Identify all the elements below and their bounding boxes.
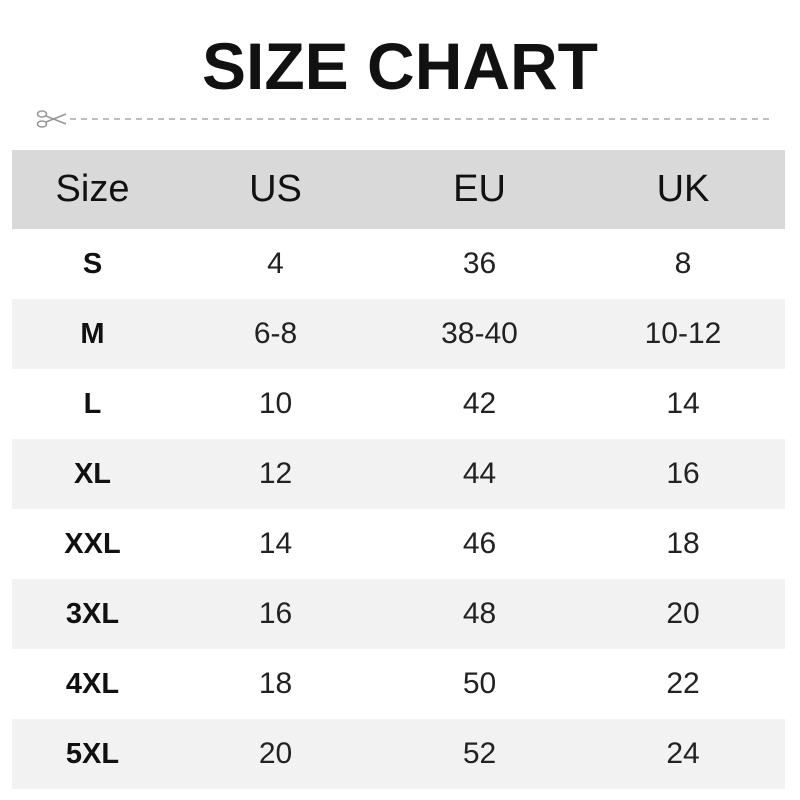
header-eu: EU bbox=[453, 168, 506, 210]
size-table: Size US EU UK S 4 36 8 M 6-8 38-40 10-12 L 10 42 14… bbox=[12, 150, 785, 789]
cell-eu: 50 bbox=[462, 667, 497, 700]
cell-uk: 16 bbox=[666, 457, 700, 490]
cell-size: 4XL bbox=[65, 667, 120, 700]
cell-eu: 36 bbox=[462, 247, 497, 280]
cell-eu: 38-40 bbox=[441, 317, 518, 350]
table-row: L 10 42 14 bbox=[12, 369, 785, 439]
cell-us: 16 bbox=[258, 597, 293, 630]
cell-us: 6-8 bbox=[253, 317, 298, 350]
cell-size: S bbox=[82, 247, 103, 280]
cell-uk: 20 bbox=[666, 597, 700, 630]
cell-eu: 48 bbox=[462, 597, 497, 630]
cell-us: 20 bbox=[258, 737, 293, 770]
cell-size: 5XL bbox=[65, 737, 120, 770]
cell-uk: 8 bbox=[674, 247, 692, 280]
page-title: SIZE CHART bbox=[202, 29, 598, 103]
cell-eu: 44 bbox=[462, 457, 497, 490]
cell-us: 14 bbox=[258, 527, 293, 560]
cut-line bbox=[36, 110, 769, 128]
cell-us: 12 bbox=[258, 457, 293, 490]
cell-us: 4 bbox=[267, 247, 284, 280]
header-uk: UK bbox=[656, 168, 710, 210]
cell-size: M bbox=[80, 317, 105, 350]
table-row: 4XL 18 50 22 bbox=[12, 649, 785, 719]
table-row: XXL 14 46 18 bbox=[12, 509, 785, 579]
cell-eu: 42 bbox=[462, 387, 497, 420]
header-us: US bbox=[249, 168, 302, 210]
cell-size: XXL bbox=[64, 527, 121, 560]
cell-uk: 18 bbox=[666, 527, 700, 560]
table-row: XL 12 44 16 bbox=[12, 439, 785, 509]
table-row: M 6-8 38-40 10-12 bbox=[12, 299, 785, 369]
table-row: 5XL 20 52 24 bbox=[12, 719, 785, 789]
table-row: 3XL 16 48 20 bbox=[12, 579, 785, 649]
cell-eu: 46 bbox=[462, 527, 497, 560]
scissors-icon bbox=[36, 110, 67, 128]
cell-size: L bbox=[83, 387, 102, 420]
header-size: Size bbox=[55, 168, 130, 210]
cell-size: XL bbox=[73, 457, 112, 490]
table-header-row: Size US EU UK bbox=[12, 150, 785, 229]
cell-uk: 14 bbox=[666, 387, 700, 420]
cell-uk: 10-12 bbox=[644, 317, 722, 350]
cell-uk: 24 bbox=[666, 737, 700, 770]
cell-us: 18 bbox=[258, 667, 293, 700]
cell-size: 3XL bbox=[65, 597, 120, 630]
cell-eu: 52 bbox=[462, 737, 497, 770]
cell-us: 10 bbox=[258, 387, 293, 420]
table-row: S 4 36 8 bbox=[12, 229, 785, 299]
cell-uk: 22 bbox=[666, 667, 700, 700]
